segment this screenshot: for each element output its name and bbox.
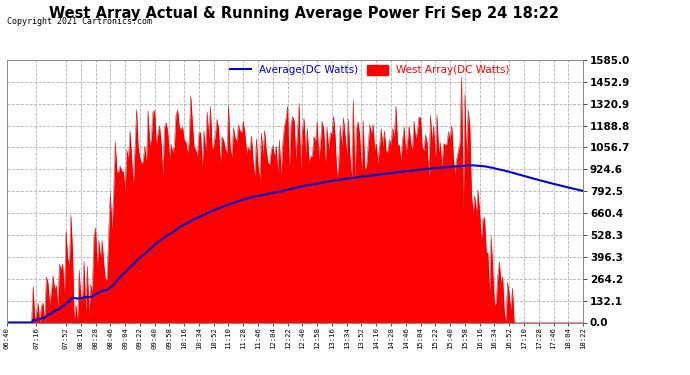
Legend: Average(DC Watts), West Array(DC Watts): Average(DC Watts), West Array(DC Watts) <box>230 65 509 75</box>
Text: Copyright 2021 Cartronics.com: Copyright 2021 Cartronics.com <box>7 17 152 26</box>
Text: West Array Actual & Running Average Power Fri Sep 24 18:22: West Array Actual & Running Average Powe… <box>48 6 559 21</box>
